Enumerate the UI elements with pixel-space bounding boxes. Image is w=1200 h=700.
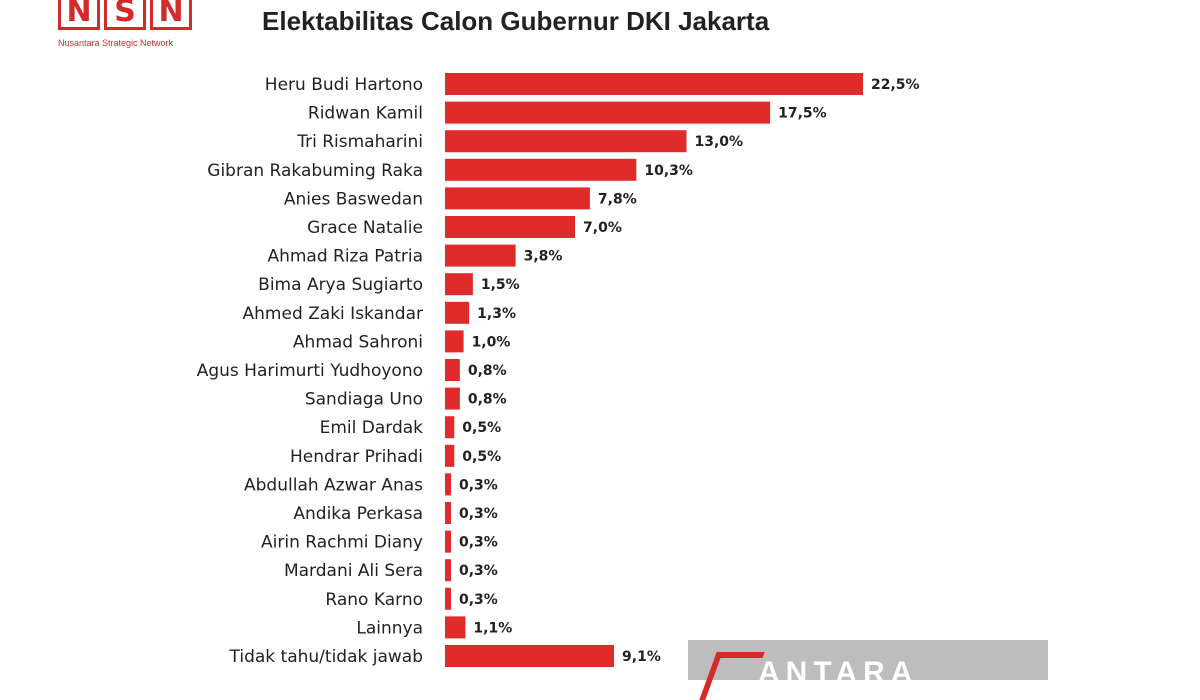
bar [445,587,451,610]
category-label: Tidak tahu/tidak jawab [229,647,424,667]
bar [445,73,863,95]
category-label: Gibran Rakabuming Raka [207,161,423,181]
data-label: 0,3% [459,535,498,551]
data-label: 0,3% [459,563,498,579]
chart-title: Elektabilitas Calon Gubernur DKI Jakarta [262,6,770,36]
logo-letter: N [150,0,192,30]
category-label: Sandiaga Uno [305,390,423,410]
logo-letter: S [104,0,146,30]
category-label: Tri Rismaharini [296,132,423,152]
data-label: 22,5% [871,77,920,93]
bar-chart: Heru Budi Hartono 22,5% Ridwan Kamil 17,5% T… [197,73,920,667]
data-label: 10,3% [644,163,693,179]
data-label: 7,0% [583,220,622,236]
category-label: Bima Arya Sugiarto [258,275,423,295]
data-label: 0,3% [459,477,498,493]
category-label: Heru Budi Hartono [265,75,423,95]
data-label: 0,8% [468,392,507,408]
data-label: 0,5% [462,449,501,465]
category-label: Ahmad Sahroni [293,332,423,352]
data-label: 1,5% [481,277,520,293]
bar [445,101,771,124]
data-label: 3,8% [524,249,563,265]
category-label: Hendrar Prihadi [290,447,423,467]
bar [445,330,464,353]
category-label: Ahmed Zaki Iskandar [243,304,423,324]
data-label: 1,3% [477,306,516,322]
data-label: 0,3% [459,592,498,608]
bar [445,387,460,410]
bar [445,444,455,467]
data-label: 1,1% [473,620,512,636]
data-label: 0,3% [459,506,498,522]
category-label: Mardani Ali Sera [284,561,423,581]
category-label: Andika Perkasa [293,504,423,524]
bar [445,187,590,210]
category-label: Grace Natalie [307,218,423,238]
bar [445,645,615,667]
nsn-logo: N S N Nusantara Strategic Network [58,0,218,54]
data-label: 7,8% [598,191,637,207]
bar [445,216,576,238]
data-label: 17,5% [778,106,827,122]
bar [445,416,455,439]
bar [445,616,466,639]
bar [445,130,687,153]
bar [445,530,451,553]
category-label: Abdullah Azwar Anas [244,475,423,495]
watermark-text: ANTARA [758,656,919,689]
data-label: 13,0% [695,134,744,150]
category-label: Ahmad Riza Patria [267,247,423,267]
bar [445,273,473,296]
bar [445,559,451,582]
data-label: 1,0% [472,334,511,350]
data-label: 0,8% [468,363,507,379]
logo-subtitle: Nusantara Strategic Network [58,38,174,48]
category-label: Airin Rachmi Diany [261,533,423,553]
antara-logo-icon [699,652,765,700]
bar [445,301,470,324]
bar [445,473,451,496]
bar [445,359,460,381]
logo-letter: N [58,0,100,30]
category-label: Ridwan Kamil [308,104,423,124]
logo-letters: N S N [58,0,192,30]
bar [445,244,516,267]
category-label: Lainnya [356,618,423,638]
bar [445,502,451,524]
data-label: 0,5% [462,420,501,436]
bar [445,158,637,181]
antara-watermark: ANTARA [688,640,1048,700]
data-label: 9,1% [622,649,661,665]
category-label: Agus Harimurti Yudhoyono [197,361,423,381]
category-label: Emil Dardak [320,418,424,438]
category-label: Anies Baswedan [284,189,423,209]
category-label: Rano Karno [325,590,423,610]
